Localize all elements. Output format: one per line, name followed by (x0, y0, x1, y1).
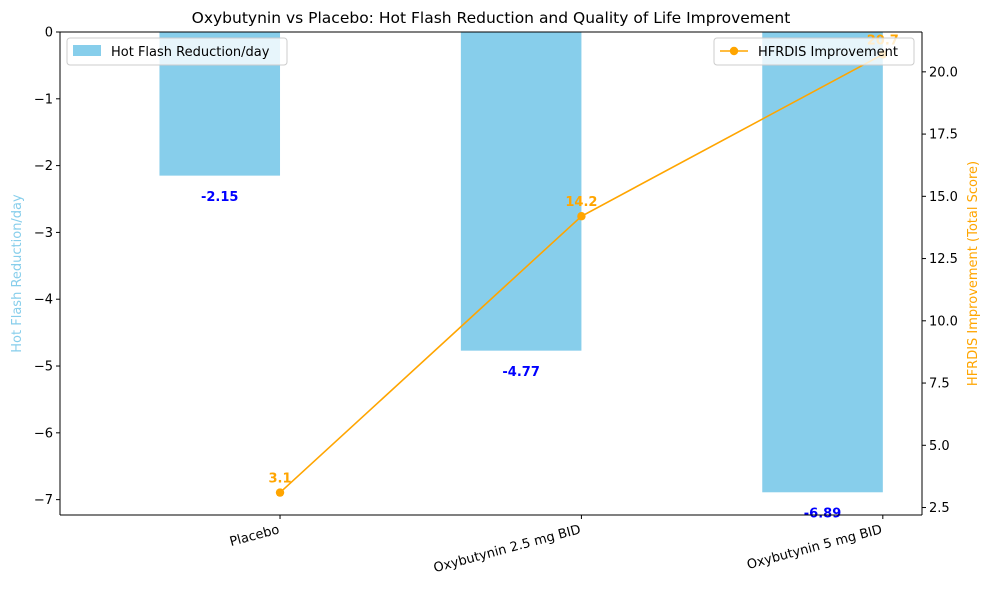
legend-right-box (713, 37, 915, 66)
left-tick-label-2: −2 (34, 159, 53, 174)
right-tick-label-2: 7.5 (929, 377, 950, 392)
right-tick-label-4: 12.5 (929, 252, 958, 267)
right-tick-label-6: 17.5 (929, 128, 958, 143)
left-tick-label-5: −5 (34, 360, 53, 375)
right-tick-label-5: 15.0 (929, 190, 958, 205)
right-tick-label-0: 2.5 (929, 501, 950, 516)
right-tick-label-1: 5.0 (929, 439, 950, 454)
bar-1 (460, 32, 582, 351)
left-tick-label-7: −7 (34, 493, 53, 508)
legend-left-label: Hot Flash Reduction/day (111, 45, 270, 60)
bar-2 (762, 32, 883, 493)
hfrdis-point-0 (275, 488, 285, 497)
bar-value-label-1: -4.77 (502, 365, 539, 380)
x-tick-label-0: Placebo (228, 522, 281, 550)
left-axis-label: Hot Flash Reduction/day (10, 194, 25, 353)
x-tick-label-1: Oxybutynin 2.5 mg BID (432, 522, 582, 576)
bar-value-label-2: -6.89 (804, 507, 841, 522)
legend-right-label: HFRDIS Improvement (758, 45, 898, 60)
left-tick-label-0: 0 (45, 26, 53, 41)
right-axis-label: HFRDIS Improvement (Total Score) (966, 161, 981, 386)
left-tick-label-1: −1 (34, 92, 53, 107)
legend-right-marker (729, 46, 739, 56)
bar-value-label-0: -2.15 (201, 190, 238, 205)
left-tick-label-4: −4 (34, 293, 53, 308)
chart-title: Oxybutynin vs Placebo: Hot Flash Reducti… (192, 9, 791, 27)
left-tick-label-6: −6 (34, 426, 53, 441)
x-tick-label-2: Oxybutynin 5 mg BID (745, 522, 883, 573)
legend-left-swatch (73, 45, 101, 56)
left-tick-label-3: −3 (34, 226, 53, 241)
hfrdis-value-label-1: 14.2 (565, 195, 597, 210)
legend-left-box (66, 37, 288, 66)
hfrdis-point-1 (577, 212, 586, 221)
hfrdis-value-label-0: 3.1 (269, 472, 292, 487)
right-tick-label-7: 20.0 (929, 65, 958, 80)
right-tick-label-3: 10.0 (929, 314, 958, 329)
